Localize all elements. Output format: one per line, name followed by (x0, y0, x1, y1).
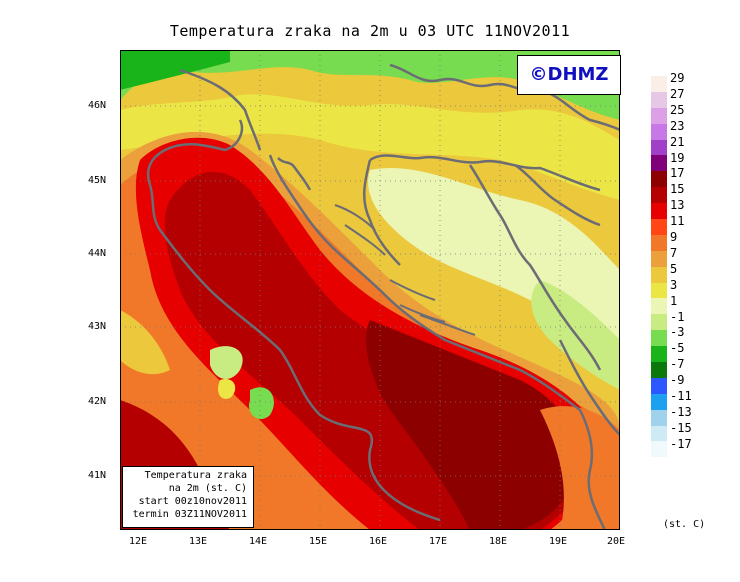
colorbar-label: 19 (670, 150, 685, 165)
lat-tick-43n: 43N (88, 321, 107, 332)
colorbar-swatch (651, 425, 667, 442)
lon-tick-17e: 17E (428, 536, 448, 547)
lat-tick-46n: 46N (88, 100, 107, 111)
colorbar-swatch (651, 330, 667, 347)
colorbar-swatch (651, 91, 667, 108)
colorbar-label: -17 (670, 436, 692, 451)
colorbar-swatch (651, 393, 667, 410)
colorbar-label: -5 (670, 341, 685, 356)
colorbar-swatch (651, 203, 667, 220)
colorbar-label: -11 (670, 389, 692, 403)
dhmz-logo: ©DHMZ (517, 55, 621, 95)
colorbar-swatch (651, 234, 667, 251)
colorbar-label: -9 (670, 373, 685, 388)
colorbar-label: -1 (670, 309, 685, 324)
colorbar (651, 76, 667, 458)
colorbar-swatch (651, 155, 667, 172)
colorbar-label: 15 (670, 182, 685, 197)
colorbar-swatch (651, 250, 667, 267)
colorbar-label: -15 (670, 420, 692, 435)
colorbar-swatch (651, 171, 667, 188)
colorbar-label: 13 (670, 198, 685, 213)
colorbar-label: 3 (670, 277, 678, 292)
info-line-3: start 00z10nov2011 (138, 496, 247, 507)
map-title: Temperatura zraka na 2m u 03 UTC 11NOV20… (169, 22, 571, 40)
colorbar-label: 11 (670, 214, 685, 229)
colorbar-swatch (651, 219, 667, 235)
lon-tick-18e: 18E (488, 536, 508, 547)
colorbar-swatch (651, 282, 667, 299)
colorbar-label: 27 (670, 86, 685, 101)
colorbar-label: 29 (670, 71, 685, 85)
colorbar-swatch (651, 314, 667, 331)
colorbar-swatch (651, 346, 667, 363)
lat-tick-45n: 45N (88, 175, 107, 186)
colorbar-swatch (651, 76, 667, 92)
lat-tick-41n: 41N (88, 470, 107, 481)
colorbar-swatch (651, 266, 667, 283)
colorbar-swatch (651, 409, 667, 426)
lat-tick-42n: 42N (88, 396, 107, 407)
colorbar-swatch (651, 123, 667, 140)
colorbar-label: 17 (670, 166, 685, 181)
colorbar-label: 9 (670, 230, 678, 244)
lon-tick-13e: 13E (188, 536, 208, 547)
colorbar-swatch (651, 441, 667, 458)
lon-tick-16e: 16E (368, 536, 388, 547)
lon-tick-20e: 20E (606, 536, 626, 547)
run-info-box: Temperatura zraka na 2m (st. C) start 00… (122, 466, 254, 528)
colorbar-label: -13 (670, 404, 692, 419)
colorbar-swatch (651, 377, 667, 394)
lon-tick-14e: 14E (248, 536, 268, 547)
colorbar-label: 1 (670, 293, 678, 308)
colorbar-label: -7 (670, 357, 685, 372)
info-line-2: na 2m (st. C) (168, 483, 247, 494)
colorbar-swatch (651, 187, 667, 204)
lon-tick-19e: 19E (548, 536, 568, 547)
lat-tick-44n: 44N (88, 248, 107, 259)
colorbar-label: 23 (670, 118, 685, 133)
colorbar-unit: (st. C) (663, 519, 706, 530)
info-line-1: Temperatura zraka (144, 470, 247, 481)
colorbar-swatch (651, 362, 667, 378)
lon-tick-12e: 12E (128, 536, 148, 547)
colorbar-swatch (651, 298, 667, 315)
colorbar-label: -3 (670, 325, 685, 340)
colorbar-label: 5 (670, 261, 678, 276)
colorbar-swatch (651, 107, 667, 124)
temperature-map (120, 50, 620, 530)
colorbar-swatch (651, 139, 667, 156)
lon-tick-15e: 15E (308, 536, 328, 547)
colorbar-label: 7 (670, 245, 678, 260)
colorbar-label: 25 (670, 102, 685, 117)
colorbar-label: 21 (670, 134, 685, 149)
info-line-4: termin 03Z11NOV2011 (132, 509, 247, 520)
